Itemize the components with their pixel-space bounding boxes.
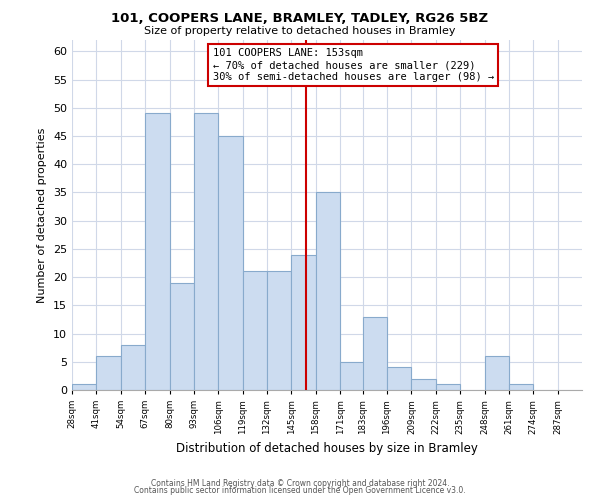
Y-axis label: Number of detached properties: Number of detached properties [37,128,47,302]
Text: 101 COOPERS LANE: 153sqm
← 70% of detached houses are smaller (229)
30% of semi-: 101 COOPERS LANE: 153sqm ← 70% of detach… [212,48,494,82]
Bar [242,272,267,390]
Bar [194,114,218,390]
Bar [121,345,145,390]
Bar [485,356,509,390]
Text: Contains public sector information licensed under the Open Government Licence v3: Contains public sector information licen… [134,486,466,495]
Bar [72,384,97,390]
Bar [292,254,316,390]
Bar [436,384,460,390]
Bar [145,114,170,390]
Text: 101, COOPERS LANE, BRAMLEY, TADLEY, RG26 5BZ: 101, COOPERS LANE, BRAMLEY, TADLEY, RG26… [112,12,488,26]
Bar [362,316,387,390]
Text: Contains HM Land Registry data © Crown copyright and database right 2024.: Contains HM Land Registry data © Crown c… [151,478,449,488]
Bar [170,282,194,390]
Bar [316,192,340,390]
Bar [387,368,412,390]
Bar [340,362,365,390]
Bar [509,384,533,390]
Bar [218,136,242,390]
X-axis label: Distribution of detached houses by size in Bramley: Distribution of detached houses by size … [176,442,478,455]
Bar [267,272,292,390]
Text: Size of property relative to detached houses in Bramley: Size of property relative to detached ho… [144,26,456,36]
Bar [97,356,121,390]
Bar [412,378,436,390]
